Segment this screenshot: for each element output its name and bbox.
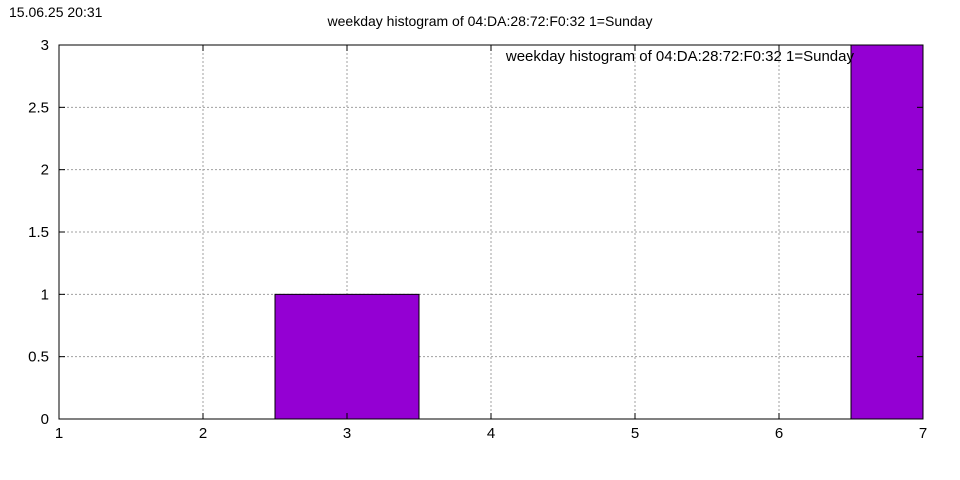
bar xyxy=(850,44,924,420)
x-tick-label: 7 xyxy=(919,425,927,442)
legend-entry: weekday histogram of 04:DA:28:72:F0:32 1… xyxy=(505,48,855,65)
x-tick-label: 1 xyxy=(55,425,63,442)
timestamp: 15.06.25 20:31 xyxy=(9,4,103,20)
x-tick-labels: 1 2 3 4 5 6 7 xyxy=(55,425,927,442)
y-tick-label: 1 xyxy=(41,286,49,303)
y-tick-label: 0.5 xyxy=(28,349,49,366)
x-tick-label: 2 xyxy=(199,425,207,442)
tick-marks xyxy=(58,44,924,420)
y-tick-labels: 0 0.5 1 1.5 2 2.5 3 xyxy=(28,37,49,428)
grid-lines xyxy=(59,45,923,419)
x-tick-label: 5 xyxy=(631,425,639,442)
y-tick-label: 2.5 xyxy=(28,99,49,116)
chart-title: weekday histogram of 04:DA:28:72:F0:32 1… xyxy=(327,13,653,29)
y-tick-label: 3 xyxy=(41,37,49,54)
y-tick-label: 2 xyxy=(41,162,49,179)
y-tick-label: 1.5 xyxy=(28,224,49,241)
x-tick-label: 6 xyxy=(775,425,783,442)
x-tick-label: 4 xyxy=(487,425,495,442)
y-tick-label: 0 xyxy=(41,411,49,428)
x-tick-label: 3 xyxy=(343,425,351,442)
bar xyxy=(274,293,420,420)
